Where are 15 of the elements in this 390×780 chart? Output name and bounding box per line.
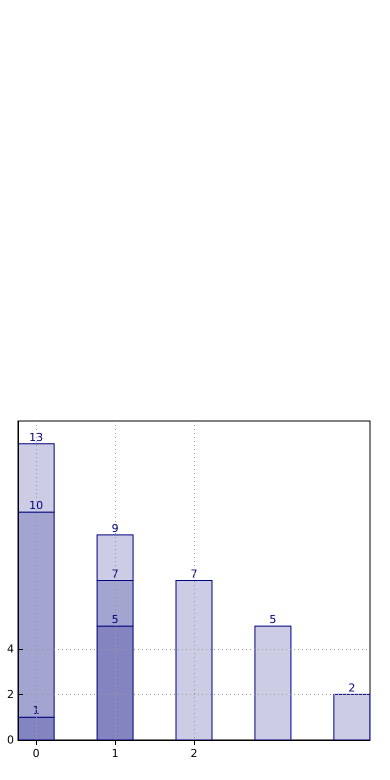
- x-tick-label: 2: [190, 747, 198, 760]
- total-label: 9: [112, 522, 119, 535]
- annotation: 10: [29, 499, 44, 512]
- y-tick-label: 2: [7, 688, 14, 701]
- x-tick-label: 0: [32, 747, 40, 760]
- total-label: 5: [269, 613, 276, 626]
- y-tick-label: 0: [7, 734, 14, 746]
- bar: [254, 626, 292, 740]
- total-label: 13: [29, 430, 44, 444]
- total-label: 2: [348, 681, 356, 694]
- y-tick-label: 4: [7, 642, 14, 656]
- bar: [176, 580, 212, 740]
- data-label: 5: [112, 613, 119, 626]
- x-tick-label: 1: [112, 747, 119, 760]
- bar: [333, 694, 370, 740]
